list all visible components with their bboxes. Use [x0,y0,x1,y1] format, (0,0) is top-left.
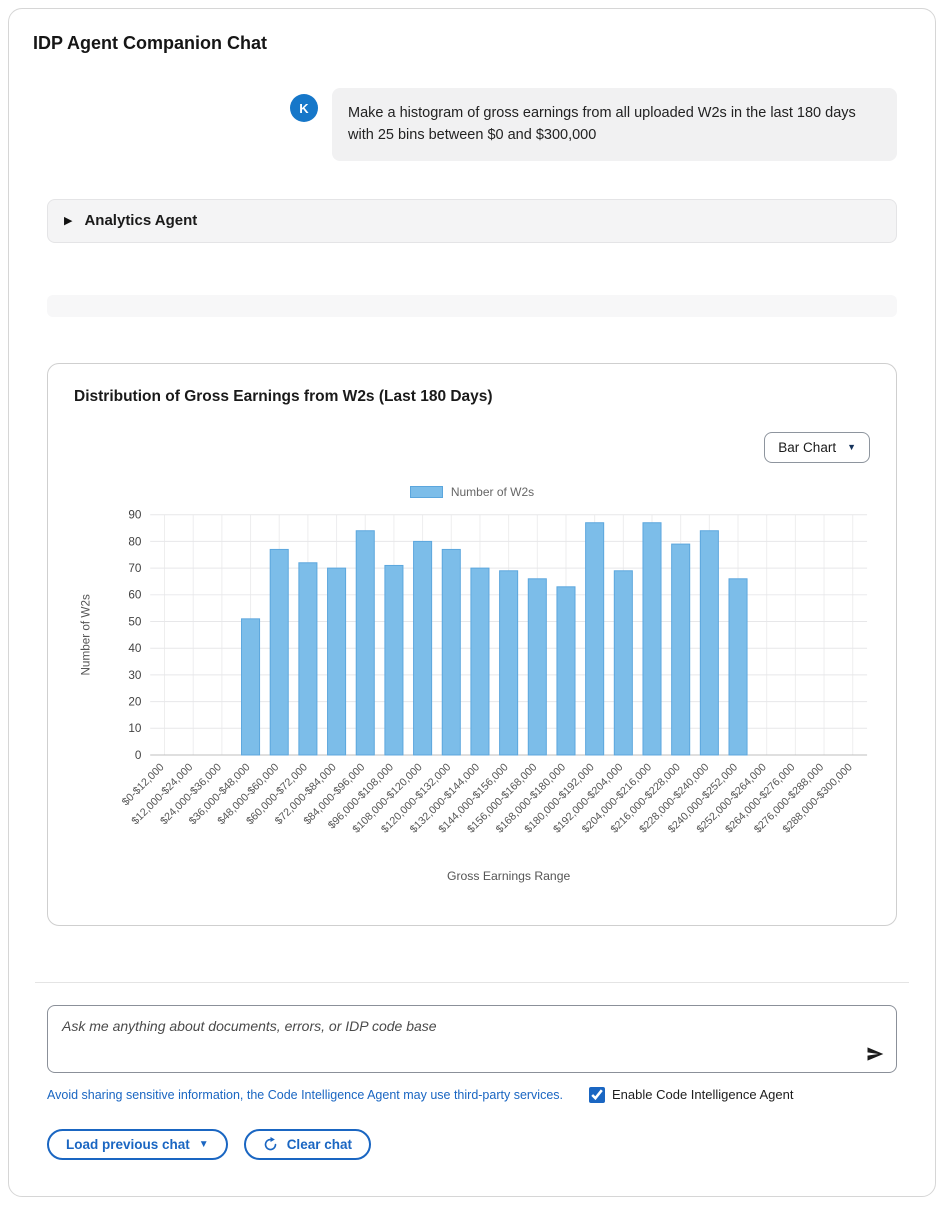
chart-legend: Number of W2s [74,485,870,499]
histogram-bar[interactable] [527,578,547,756]
histogram-bar[interactable] [384,564,404,756]
clear-chat-label: Clear chat [286,1136,352,1152]
legend-swatch [409,485,443,498]
histogram-bar[interactable] [556,586,576,756]
privacy-disclaimer: Avoid sharing sensitive information, the… [47,1087,564,1102]
svg-text:80: 80 [128,535,142,548]
legend-label: Number of W2s [450,484,535,499]
chart-card: Distribution of Gross Earnings from W2s … [47,362,897,926]
chat-input[interactable] [47,1004,897,1073]
svg-text:50: 50 [128,615,142,628]
avatar: K [290,94,318,122]
chart-title: Distribution of Gross Earnings from W2s … [74,387,493,405]
user-message-bubble: Make a histogram of gross earnings from … [332,88,897,161]
histogram-bar[interactable] [728,578,748,756]
loading-placeholder-strip [47,294,897,317]
chart-type-label: Bar Chart [778,439,837,455]
histogram-bar[interactable] [470,567,490,756]
svg-text:Gross Earnings Range: Gross Earnings Range [447,869,571,883]
histogram-svg: 0102030405060708090$0-$12,000$12,000-$24… [80,509,868,883]
refresh-icon [264,1136,276,1150]
histogram-bar[interactable] [413,540,433,756]
code-intel-checkbox[interactable] [589,1086,606,1103]
svg-text:10: 10 [128,722,142,735]
clear-chat-button[interactable]: Clear chat [243,1128,371,1160]
composer [47,1004,897,1078]
svg-text:70: 70 [128,562,142,575]
histogram-bar[interactable] [585,522,605,756]
analytics-agent-label: Analytics Agent [84,212,198,230]
analytics-agent-expander[interactable]: ▶ Analytics Agent [47,198,897,243]
chevron-down-icon: ▼ [847,442,856,453]
histogram-bar[interactable] [671,543,691,756]
app-window: IDP Agent Companion Chat K Make a histog… [8,8,936,1197]
histogram-bar[interactable] [441,548,461,756]
histogram-bar[interactable] [298,562,318,756]
histogram-bar[interactable] [699,530,719,756]
composer-meta-row: Avoid sharing sensitive information, the… [47,1086,897,1103]
histogram-bar[interactable] [642,522,662,756]
svg-text:30: 30 [128,669,142,682]
send-icon [867,1046,884,1061]
histogram-bar[interactable] [613,570,633,756]
load-previous-chat-button[interactable]: Load previous chat ▼ [47,1128,228,1160]
section-divider [35,981,909,983]
svg-text:Number of W2s: Number of W2s [80,594,93,676]
histogram-chart: 0 10 20 30 40 50 60 70 80 90 $0-$12,000 $12,000-$24… [74,503,870,899]
code-intel-label: Enable Code Intelligence Agent [612,1087,794,1103]
code-intel-toggle[interactable]: Enable Code Intelligence Agent [589,1086,794,1103]
svg-text:20: 20 [128,695,142,708]
load-previous-chat-label: Load previous chat [66,1136,190,1152]
svg-text:90: 90 [128,509,142,522]
svg-text:60: 60 [128,589,142,602]
chat-actions-row: Load previous chat ▼ Clear chat [47,1128,897,1160]
chart-type-selector-row: Bar Chart ▼ [74,431,870,463]
histogram-bar[interactable] [269,548,289,756]
expand-triangle-icon: ▶ [64,215,73,228]
chevron-down-icon: ▼ [198,1138,209,1150]
histogram-bar[interactable] [355,530,375,756]
user-message-row: K Make a histogram of gross earnings fro… [47,88,897,161]
histogram-bar[interactable] [499,570,519,756]
page-title: IDP Agent Companion Chat [33,33,267,53]
svg-text:40: 40 [128,642,142,655]
histogram-bar[interactable] [241,618,261,756]
send-button[interactable] [863,1042,887,1066]
chart-type-dropdown[interactable]: Bar Chart ▼ [764,431,870,463]
svg-text:0: 0 [135,749,142,762]
histogram-bar[interactable] [327,567,347,756]
